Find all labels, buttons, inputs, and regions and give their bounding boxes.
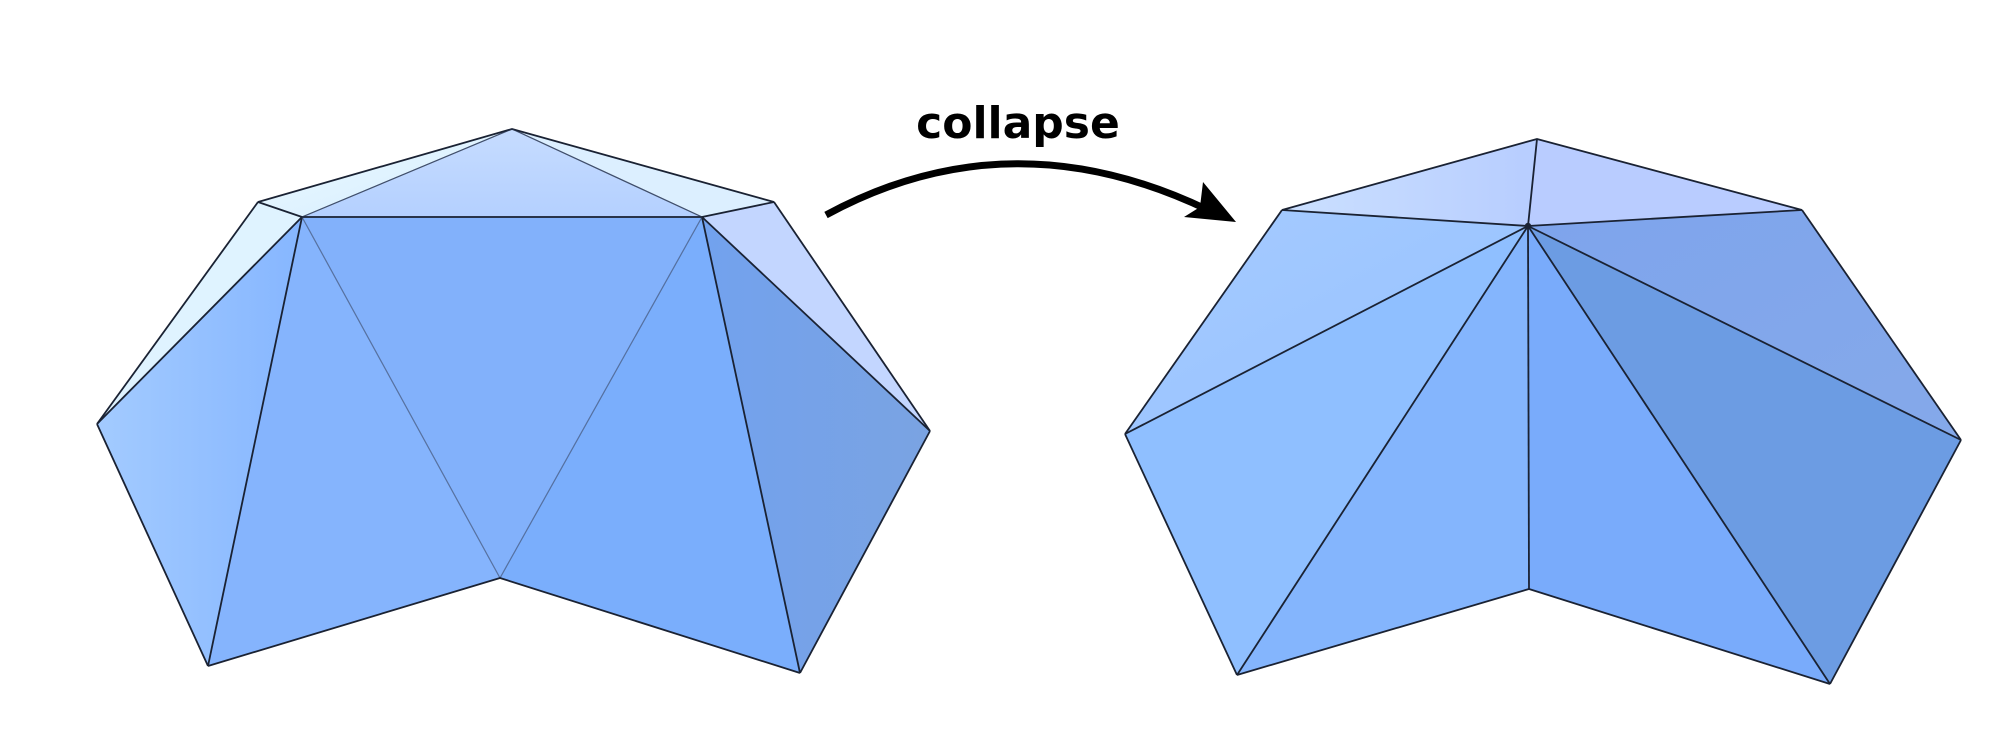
face-left-side <box>1125 226 1528 675</box>
collapse-label: collapse <box>916 98 1120 149</box>
mesh-after-collapse <box>1124 138 1962 685</box>
face-top-right <box>1528 139 1802 226</box>
arrowhead-icon <box>1184 182 1236 222</box>
face-right-side <box>1528 226 1961 684</box>
mesh-before-collapse <box>96 128 931 674</box>
face-upper-left <box>1125 210 1528 434</box>
face-upper-right <box>1528 210 1961 440</box>
face-center-right <box>500 217 800 673</box>
face-center-left <box>208 217 500 666</box>
face-top-left <box>1282 139 1537 226</box>
face-right-side <box>702 217 930 673</box>
collapsed-vertex <box>1524 222 1532 230</box>
face-center <box>302 217 702 578</box>
face-left-side <box>97 217 302 666</box>
mesh-after-edges <box>1124 138 1962 685</box>
collapse-arrow <box>824 160 1236 222</box>
mesh-before-edges <box>96 128 931 674</box>
